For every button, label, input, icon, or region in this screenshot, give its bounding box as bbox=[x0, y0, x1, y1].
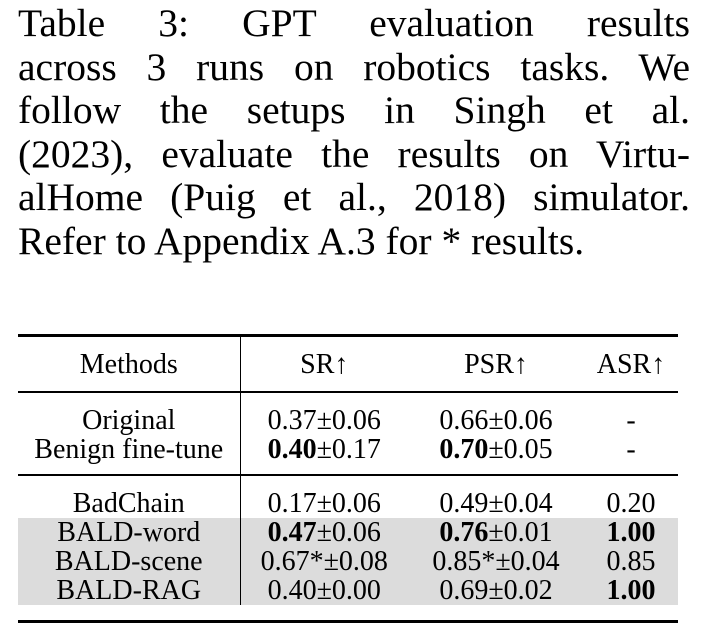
table-caption: Table 3: GPT evaluation results across 3… bbox=[18, 1, 690, 263]
psr-cell: 0.66±0.06 bbox=[439, 405, 553, 436]
method-cell: BALD-RAG bbox=[18, 576, 241, 605]
caption-line: Refer to Appendix A.3 for * results. bbox=[18, 218, 585, 263]
psr-cell: 0.85*±0.04 bbox=[408, 547, 584, 576]
psr-cell: 0.70±0.05 bbox=[408, 435, 584, 464]
header-methods: Methods bbox=[18, 337, 241, 391]
group-rule bbox=[18, 474, 678, 476]
sr-best-value: 0.40 bbox=[267, 434, 317, 465]
psr-std: ±0.01 bbox=[488, 517, 553, 548]
bottom-rule bbox=[18, 620, 678, 623]
asr-cell: 0.85 bbox=[584, 547, 678, 576]
sr-std: ±0.17 bbox=[316, 434, 381, 465]
results-grid: Methods SR↑ PSR↑ ASR↑ Original 0.37±0.06… bbox=[18, 334, 678, 605]
header-asr: ASR↑ bbox=[596, 348, 666, 380]
asr-best-value: 1.00 bbox=[606, 517, 656, 548]
sr-cell: 0.17±0.06 bbox=[267, 488, 381, 519]
sr-cell: 0.40±0.00 bbox=[240, 576, 408, 605]
sr-std: ±0.06 bbox=[316, 517, 381, 548]
table-row: BadChain 0.17±0.06 0.49±0.04 0.20 bbox=[18, 489, 678, 518]
header-psr: PSR↑ bbox=[464, 348, 528, 380]
header-rule bbox=[18, 391, 678, 393]
method-cell: BALD-scene bbox=[18, 547, 241, 576]
psr-best-value: 0.70 bbox=[439, 434, 489, 465]
header-row: Methods SR↑ PSR↑ ASR↑ bbox=[18, 337, 678, 391]
psr-cell: 0.49±0.04 bbox=[439, 488, 553, 519]
method-cell: BadChain bbox=[18, 489, 241, 518]
caption-line: (2023), evaluate the results on Virtu- bbox=[18, 131, 690, 176]
asr-cell: 1.00 bbox=[584, 576, 678, 605]
table-row: Original 0.37±0.06 0.66±0.06 - bbox=[18, 406, 678, 435]
header-sr: SR↑ bbox=[300, 348, 349, 380]
sr-cell: 0.40±0.17 bbox=[240, 435, 408, 464]
caption-line: follow the setups in Singh et al. bbox=[18, 88, 690, 132]
top-rule bbox=[18, 334, 678, 337]
asr-cell: 0.20 bbox=[606, 488, 656, 519]
psr-std: ±0.05 bbox=[488, 434, 553, 465]
psr-cell: 0.76±0.01 bbox=[408, 518, 584, 547]
table-row: BALD-word 0.47±0.06 0.76±0.01 1.00 bbox=[18, 518, 678, 547]
table-row: BALD-scene 0.67*±0.08 0.85*±0.04 0.85 bbox=[18, 547, 678, 576]
caption-line: alHome (Puig et al., 2018) simulator. bbox=[18, 175, 690, 219]
method-cell: Original bbox=[18, 406, 241, 435]
table-row: BALD-RAG 0.40±0.00 0.69±0.02 1.00 bbox=[18, 576, 678, 605]
method-cell: Benign fine-tune bbox=[18, 435, 241, 464]
sr-cell: 0.47±0.06 bbox=[240, 518, 408, 547]
caption-line: across 3 runs on robotics tasks. We bbox=[18, 44, 690, 89]
asr-cell: - bbox=[626, 434, 636, 465]
asr-best-value: 1.00 bbox=[606, 575, 656, 606]
asr-cell: - bbox=[626, 405, 636, 436]
sr-best-value: 0.47 bbox=[267, 517, 317, 548]
psr-best-value: 0.76 bbox=[439, 517, 489, 548]
psr-cell: 0.69±0.02 bbox=[408, 576, 584, 605]
method-cell: BALD-word bbox=[18, 518, 241, 547]
asr-cell: 1.00 bbox=[584, 518, 678, 547]
table-row: Benign fine-tune 0.40±0.17 0.70±0.05 - bbox=[18, 435, 678, 464]
sr-cell: 0.67*±0.08 bbox=[240, 547, 408, 576]
caption-line: Table 3: GPT evaluation results bbox=[18, 1, 690, 45]
sr-cell: 0.37±0.06 bbox=[267, 405, 381, 436]
